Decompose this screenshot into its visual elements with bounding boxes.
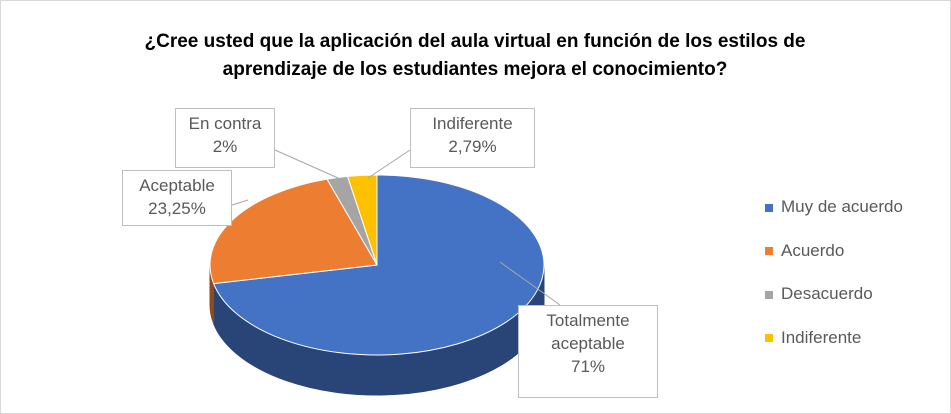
pie-slice xyxy=(346,174,378,266)
data-label-value: 2,79% xyxy=(448,137,497,156)
data-label-name: Aceptable xyxy=(139,176,215,195)
legend-item: Indiferente xyxy=(765,328,861,348)
pie-slice xyxy=(209,178,378,285)
data-label-name: En contra xyxy=(188,114,262,133)
legend-swatch xyxy=(765,334,773,343)
pie-slice xyxy=(212,174,545,356)
legend-item: Muy de acuerdo xyxy=(765,197,903,217)
leader-line xyxy=(499,261,561,306)
leader-line xyxy=(274,149,348,183)
data-label: Aceptable 23,25% xyxy=(122,170,232,226)
legend-swatch xyxy=(765,247,773,256)
leader-line xyxy=(231,199,249,206)
data-label-name: Indiferente xyxy=(432,114,513,133)
leader-line xyxy=(367,149,411,179)
data-label-value: 2% xyxy=(212,137,238,156)
legend-swatch xyxy=(765,203,773,212)
legend-label: Muy de acuerdo xyxy=(781,197,903,216)
data-label: Totalmente aceptable 71% xyxy=(518,305,658,398)
legend-swatch xyxy=(765,290,773,299)
chart-title: ¿Cree usted que la aplicación del aula v… xyxy=(144,31,806,80)
legend-label: Indiferente xyxy=(781,327,862,347)
data-label: Indiferente 2,79% xyxy=(410,108,535,168)
data-label-name: Totalmente aceptable xyxy=(546,311,630,353)
data-label: En contra 2% xyxy=(175,108,275,168)
legend-item: Acuerdo xyxy=(765,241,844,261)
legend-item: Desacuerdo xyxy=(765,284,873,304)
data-label-value: 71% xyxy=(570,357,606,376)
data-label-value: 23,25% xyxy=(148,199,206,218)
legend-label: Acuerdo xyxy=(781,240,845,260)
legend-label: Desacuerdo xyxy=(781,284,873,303)
